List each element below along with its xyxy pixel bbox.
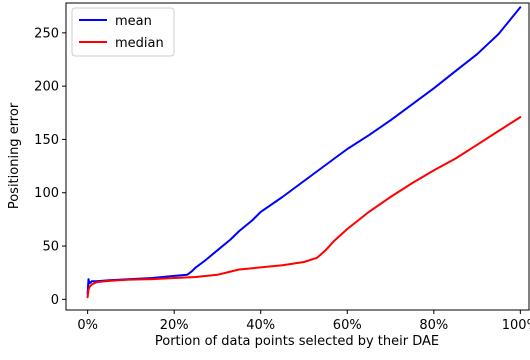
legend: mean median [71,7,175,57]
x-tick-label: 80% [419,318,448,333]
series-line-mean [86,6,522,295]
y-tick-label: 0 [51,293,59,308]
y-axis: 0 50 100 150 200 250 [34,26,66,308]
plot-area-frame [65,2,530,311]
y-tick-label: 200 [34,80,59,95]
x-tick-label: 0% [77,318,98,333]
x-axis-label: Portion of data points selected by their… [155,334,439,349]
x-tick-label: 20% [160,318,189,333]
y-tick-label: 100 [34,186,59,201]
legend-label-median: median [115,36,164,51]
y-tick-label: 50 [42,240,59,255]
y-axis-label: Positioning error [7,102,22,209]
y-tick-label: 250 [34,26,59,41]
x-tick-label: 40% [246,318,275,333]
y-tick-label: 150 [34,133,59,148]
x-tick-label: 100% [502,318,530,333]
x-axis: 0% 20% 40% 60% 80% 100% [77,310,530,333]
series-group [86,6,522,299]
legend-label-mean: mean [115,14,152,29]
series-line-median [86,116,522,299]
x-tick-label: 60% [333,318,362,333]
